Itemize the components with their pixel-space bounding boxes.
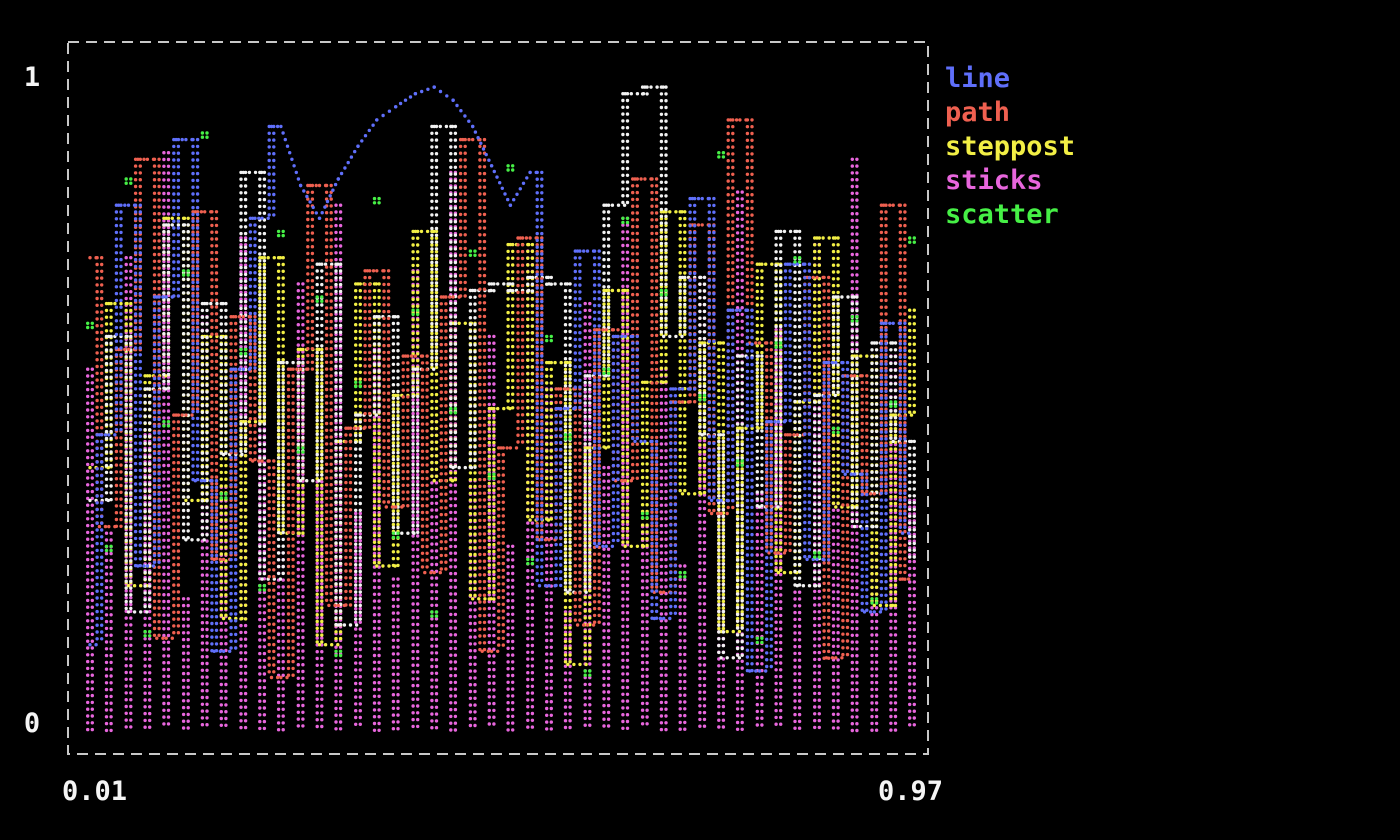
legend-item-line: line [945, 63, 1011, 94]
y-axis-label-min: 0 [23, 708, 41, 739]
legend: line path steppost sticks scatter [945, 62, 1075, 232]
x-axis-label-max: 0.97 [878, 776, 944, 807]
legend-item-steppost: steppost [945, 131, 1076, 162]
legend-item-sticks: sticks [945, 165, 1043, 196]
legend-item-path: path [945, 97, 1011, 128]
legend-item-scatter: scatter [945, 199, 1059, 230]
x-axis-label-min: 0.01 [62, 776, 128, 807]
y-axis-label-max: 1 [23, 62, 41, 93]
